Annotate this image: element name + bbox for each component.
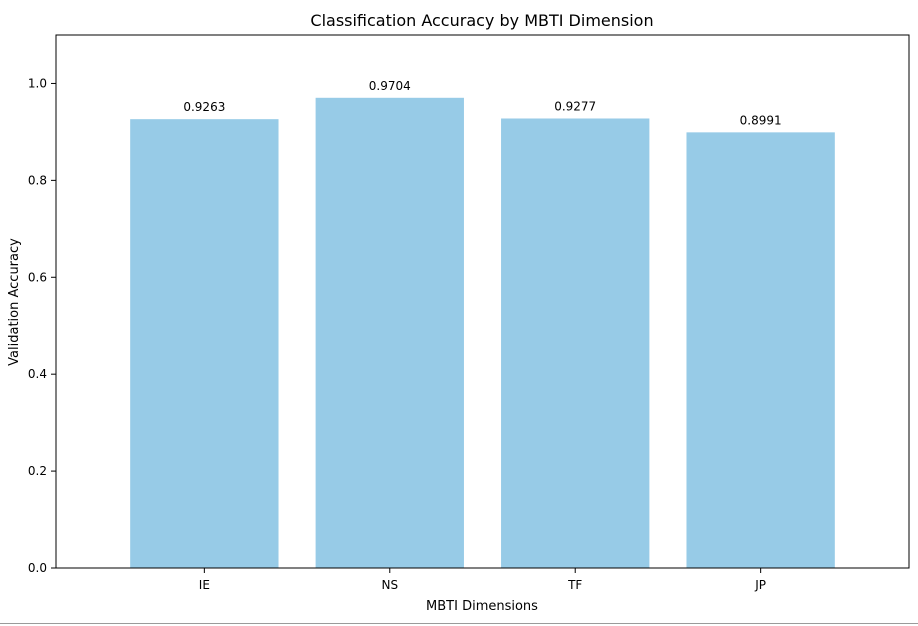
value-label-jp: 0.8991 xyxy=(740,113,782,127)
x-axis-label: MBTI Dimensions xyxy=(426,599,538,614)
y-tick-label: 0.4 xyxy=(28,367,47,381)
bar-ns xyxy=(315,97,464,568)
y-tick-label: 0.8 xyxy=(28,173,47,187)
value-label-tf: 0.9277 xyxy=(554,99,596,113)
chart-title: Classification Accuracy by MBTI Dimensio… xyxy=(310,11,653,30)
x-tick-label-ie: IE xyxy=(199,578,210,592)
x-tick-label-jp: JP xyxy=(754,578,766,592)
bottom-divider xyxy=(0,623,918,624)
bars-layer: 0.9263 0.9704 0.9277 0.8991 xyxy=(130,79,835,569)
x-axis: IE NS TF JP xyxy=(199,568,766,592)
y-axis-label: Validation Accuracy xyxy=(7,238,22,366)
y-tick-label: 0.2 xyxy=(28,464,47,478)
value-label-ie: 0.9263 xyxy=(183,100,225,114)
value-label-ns: 0.9704 xyxy=(369,79,411,93)
y-tick-label: 0.0 xyxy=(28,561,47,575)
y-tick-label: 1.0 xyxy=(28,76,47,90)
bar-tf xyxy=(501,118,650,568)
x-tick-label-tf: TF xyxy=(567,578,582,592)
plot-frame xyxy=(55,34,910,569)
y-tick-label: 0.6 xyxy=(28,270,47,284)
x-tick-label-ns: NS xyxy=(381,578,398,592)
bar-jp xyxy=(686,132,835,568)
bar-ie xyxy=(130,119,279,569)
y-axis: 0.0 0.2 0.4 0.6 0.8 1.0 xyxy=(28,76,56,575)
